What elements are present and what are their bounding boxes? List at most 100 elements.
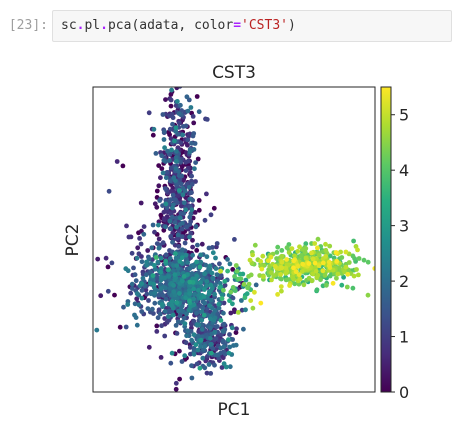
scatter-point xyxy=(299,269,305,274)
scatter-point xyxy=(219,296,225,301)
scatter-point xyxy=(176,308,182,314)
scatter-point xyxy=(302,249,308,255)
scatter-point xyxy=(218,273,224,278)
scatter-point xyxy=(183,340,189,346)
scatter-point xyxy=(139,281,145,286)
scatter-point xyxy=(180,278,185,284)
scatter-point xyxy=(106,188,112,194)
code-token: (adata, color xyxy=(131,18,234,33)
scatter-point xyxy=(163,97,168,102)
scatter-point xyxy=(204,279,210,284)
scatter-point xyxy=(208,316,213,322)
scatter-point xyxy=(175,193,181,199)
scatter-point xyxy=(136,302,142,308)
scatter-point xyxy=(174,87,180,91)
scatter-point xyxy=(279,259,285,265)
scatter-point xyxy=(152,201,158,207)
scatter-point xyxy=(221,300,227,306)
scatter-point xyxy=(300,261,306,267)
scatter-point xyxy=(198,337,204,343)
scatter-point xyxy=(135,245,141,251)
code-cell-input[interactable]: sc.pl.pca(adata, color='CST3') xyxy=(52,10,452,42)
scatter-point xyxy=(303,255,309,261)
scatter-point xyxy=(187,234,192,240)
scatter-point xyxy=(168,197,174,203)
scatter-point xyxy=(222,351,228,357)
scatter-point xyxy=(103,255,109,261)
scatter-point xyxy=(170,115,176,121)
scatter-point xyxy=(138,241,144,247)
scatter-point xyxy=(168,360,174,366)
scatter-point xyxy=(195,156,201,162)
scatter-point xyxy=(213,282,218,288)
scatter-point xyxy=(233,330,239,335)
scatter-point xyxy=(339,282,345,288)
scatter-point xyxy=(227,261,233,267)
scatter-point xyxy=(187,345,193,350)
scatter-point xyxy=(219,365,225,370)
scatter-point xyxy=(179,359,185,364)
scatter-point xyxy=(196,198,202,203)
scatter-point xyxy=(316,263,322,268)
scatter-point xyxy=(148,269,154,275)
scatter-point xyxy=(191,147,197,152)
scatter-point xyxy=(173,125,179,131)
scatter-point xyxy=(128,290,134,296)
scatter-point xyxy=(175,99,180,104)
scatter-point xyxy=(200,305,206,311)
scatter-point xyxy=(166,314,171,319)
scatter-point xyxy=(156,245,162,251)
scatter-point xyxy=(323,254,329,259)
scatter-point xyxy=(192,166,197,172)
scatter-point xyxy=(170,268,176,274)
scatter-point xyxy=(169,147,174,153)
colorbar-tick-label: 3 xyxy=(399,217,409,236)
scatter-point xyxy=(206,362,212,367)
scatter-point xyxy=(209,350,214,356)
scatter-point xyxy=(141,231,147,237)
scatter-point xyxy=(202,217,208,223)
code-token: pl xyxy=(84,18,101,33)
scatter-point xyxy=(129,250,135,256)
scatter-point xyxy=(194,94,200,99)
scatter-point xyxy=(211,205,217,211)
scatter-point xyxy=(120,163,126,169)
scatter-point xyxy=(180,220,185,226)
scatter-point xyxy=(191,120,197,126)
chart-title: CST3 xyxy=(212,63,256,83)
scatter-point xyxy=(156,236,162,242)
scatter-point xyxy=(192,210,198,215)
scatter-point xyxy=(216,305,222,311)
scatter-point xyxy=(306,261,312,266)
scatter-point xyxy=(320,260,326,266)
scatter-point xyxy=(194,310,200,316)
scatter-point xyxy=(152,290,158,296)
scatter-point xyxy=(187,291,192,296)
scatter-point xyxy=(274,250,280,255)
scatter-point xyxy=(214,241,220,246)
code-token: 'CST3' xyxy=(241,18,288,33)
scatter-point xyxy=(196,287,201,293)
scatter-point xyxy=(286,262,291,268)
scatter-point xyxy=(252,242,258,248)
scatter-point xyxy=(161,137,167,142)
scatter-point xyxy=(227,364,233,370)
scatter-point xyxy=(170,239,175,245)
scatter-point xyxy=(173,166,179,171)
scatter-point xyxy=(154,188,160,194)
scatter-point xyxy=(204,254,210,260)
scatter-point xyxy=(199,317,205,323)
scatter-point xyxy=(156,292,162,298)
scatter-point xyxy=(158,355,164,360)
scatter-point xyxy=(121,304,126,310)
scatter-point xyxy=(164,170,170,175)
scatter-point xyxy=(177,376,183,382)
scatter-point xyxy=(196,322,202,328)
scatter-point xyxy=(170,192,176,198)
scatter-point xyxy=(210,276,216,281)
scatter-point xyxy=(237,271,243,277)
scatter-point xyxy=(167,218,173,224)
scatter-point xyxy=(365,259,371,265)
scatter-point xyxy=(200,355,206,361)
scatter-point xyxy=(201,294,207,299)
